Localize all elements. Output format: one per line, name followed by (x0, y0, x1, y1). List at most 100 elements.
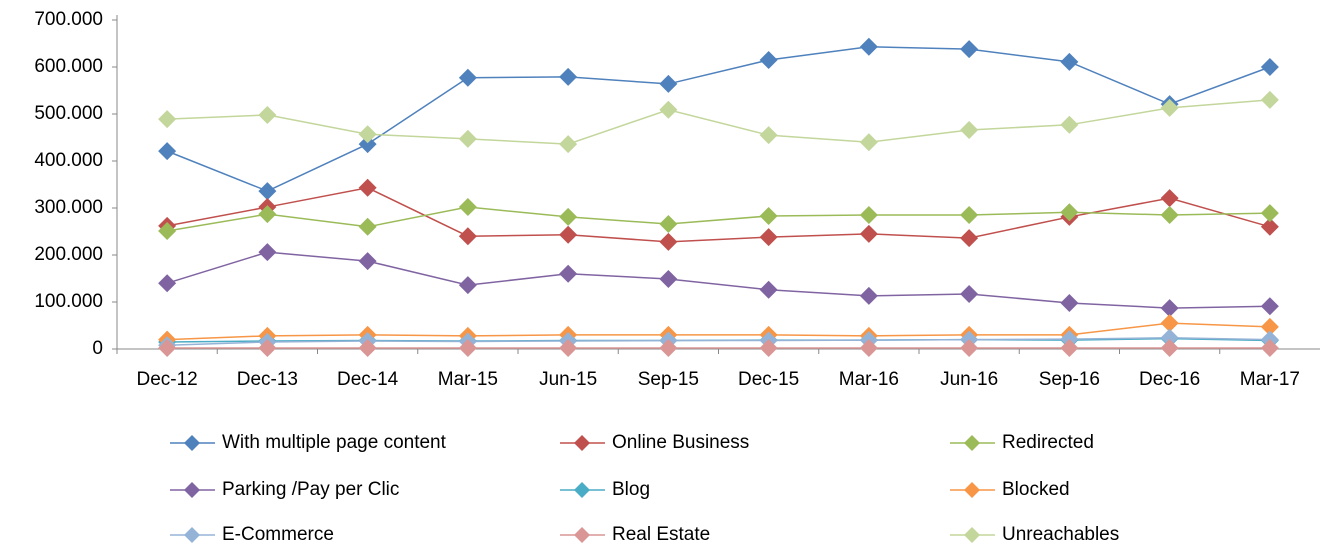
legend-label: E-Commerce (222, 524, 334, 544)
x-tick-label: Mar-15 (438, 369, 498, 390)
legend-marker (964, 527, 980, 543)
marker (1060, 293, 1079, 312)
marker (960, 229, 979, 248)
marker (1160, 189, 1179, 208)
series-line (166, 251, 1270, 309)
marker (258, 205, 277, 224)
legend-label: With multiple page content (222, 432, 447, 453)
series-line (167, 336, 1270, 346)
marker (358, 339, 377, 358)
marker (1160, 206, 1179, 225)
marker (258, 339, 277, 358)
y-tick-label: 400.000 (34, 150, 103, 171)
marker (559, 225, 578, 244)
marker (458, 129, 477, 148)
marker (1260, 217, 1279, 236)
y-tick-label: 0 (92, 338, 103, 359)
marker (859, 133, 878, 152)
x-tick-label: Dec-15 (738, 369, 799, 390)
marker (759, 280, 778, 299)
series-line (167, 99, 1270, 145)
marker (1060, 339, 1079, 358)
legend-marker (964, 435, 980, 451)
y-tick-label: 300.000 (34, 197, 103, 218)
x-tick-label: Dec-14 (337, 369, 399, 390)
x-tick-label: Mar-17 (1240, 369, 1300, 390)
marker (960, 40, 979, 59)
marker (1160, 299, 1179, 318)
series-line (166, 187, 1271, 243)
marker (1160, 339, 1179, 358)
legend-marker (574, 435, 590, 451)
marker (659, 214, 678, 233)
marker (158, 222, 177, 241)
marker (859, 339, 878, 358)
legend-label: Parking /Pay per Clic (222, 479, 399, 500)
marker (559, 135, 578, 154)
marker (458, 339, 477, 358)
legend-label: Online Business (612, 432, 749, 453)
marker (859, 37, 878, 56)
marker (158, 274, 177, 293)
legend-label: Real Estate (612, 524, 710, 544)
marker (859, 206, 878, 225)
marker (258, 243, 277, 262)
marker (759, 206, 778, 225)
marker (1260, 297, 1279, 316)
marker (1260, 317, 1279, 336)
marker (759, 339, 778, 358)
marker (358, 178, 377, 197)
legend-label: Unreachables (1002, 524, 1119, 544)
marker (1260, 90, 1279, 109)
marker (659, 269, 678, 288)
marker (258, 182, 277, 201)
marker (559, 67, 578, 86)
marker (458, 227, 477, 246)
marker (759, 50, 778, 69)
legend-marker (574, 482, 590, 498)
x-tick-label: Dec-12 (137, 369, 198, 390)
legend-marker (184, 435, 200, 451)
legend-label: Blocked (1002, 479, 1070, 500)
x-tick-label: Sep-16 (1039, 369, 1100, 390)
legend-marker (574, 527, 590, 543)
marker (559, 207, 578, 226)
marker (1260, 204, 1279, 223)
legend-marker (964, 482, 980, 498)
legend-label: Blog (612, 479, 650, 500)
legend-label: Redirected (1002, 432, 1094, 453)
marker (1260, 339, 1279, 358)
marker (659, 100, 678, 119)
marker (258, 105, 277, 124)
series-line (167, 206, 1270, 232)
y-tick-label: 100.000 (34, 291, 103, 312)
marker (158, 142, 177, 161)
x-tick-label: Dec-16 (1139, 369, 1200, 390)
marker (1160, 98, 1179, 117)
marker (659, 339, 678, 358)
x-tick-label: Dec-13 (237, 369, 298, 390)
marker (859, 224, 878, 243)
marker (559, 264, 578, 283)
marker (960, 339, 979, 358)
marker (559, 339, 578, 358)
y-tick-label: 600.000 (34, 56, 103, 77)
y-tick-label: 700.000 (34, 9, 103, 30)
marker (1060, 52, 1079, 71)
marker (659, 232, 678, 251)
y-tick-label: 200.000 (34, 244, 103, 265)
marker (859, 286, 878, 305)
x-tick-label: Sep-15 (638, 369, 699, 390)
marker (960, 120, 979, 139)
marker (358, 135, 377, 154)
marker (358, 252, 377, 271)
marker (1160, 328, 1179, 347)
marker (358, 217, 377, 236)
marker (458, 276, 477, 295)
marker (1060, 115, 1079, 134)
legend-marker (184, 527, 200, 543)
x-tick-label: Jun-15 (539, 369, 597, 390)
marker (158, 339, 177, 358)
legend-marker (184, 482, 200, 498)
marker (1160, 314, 1179, 333)
